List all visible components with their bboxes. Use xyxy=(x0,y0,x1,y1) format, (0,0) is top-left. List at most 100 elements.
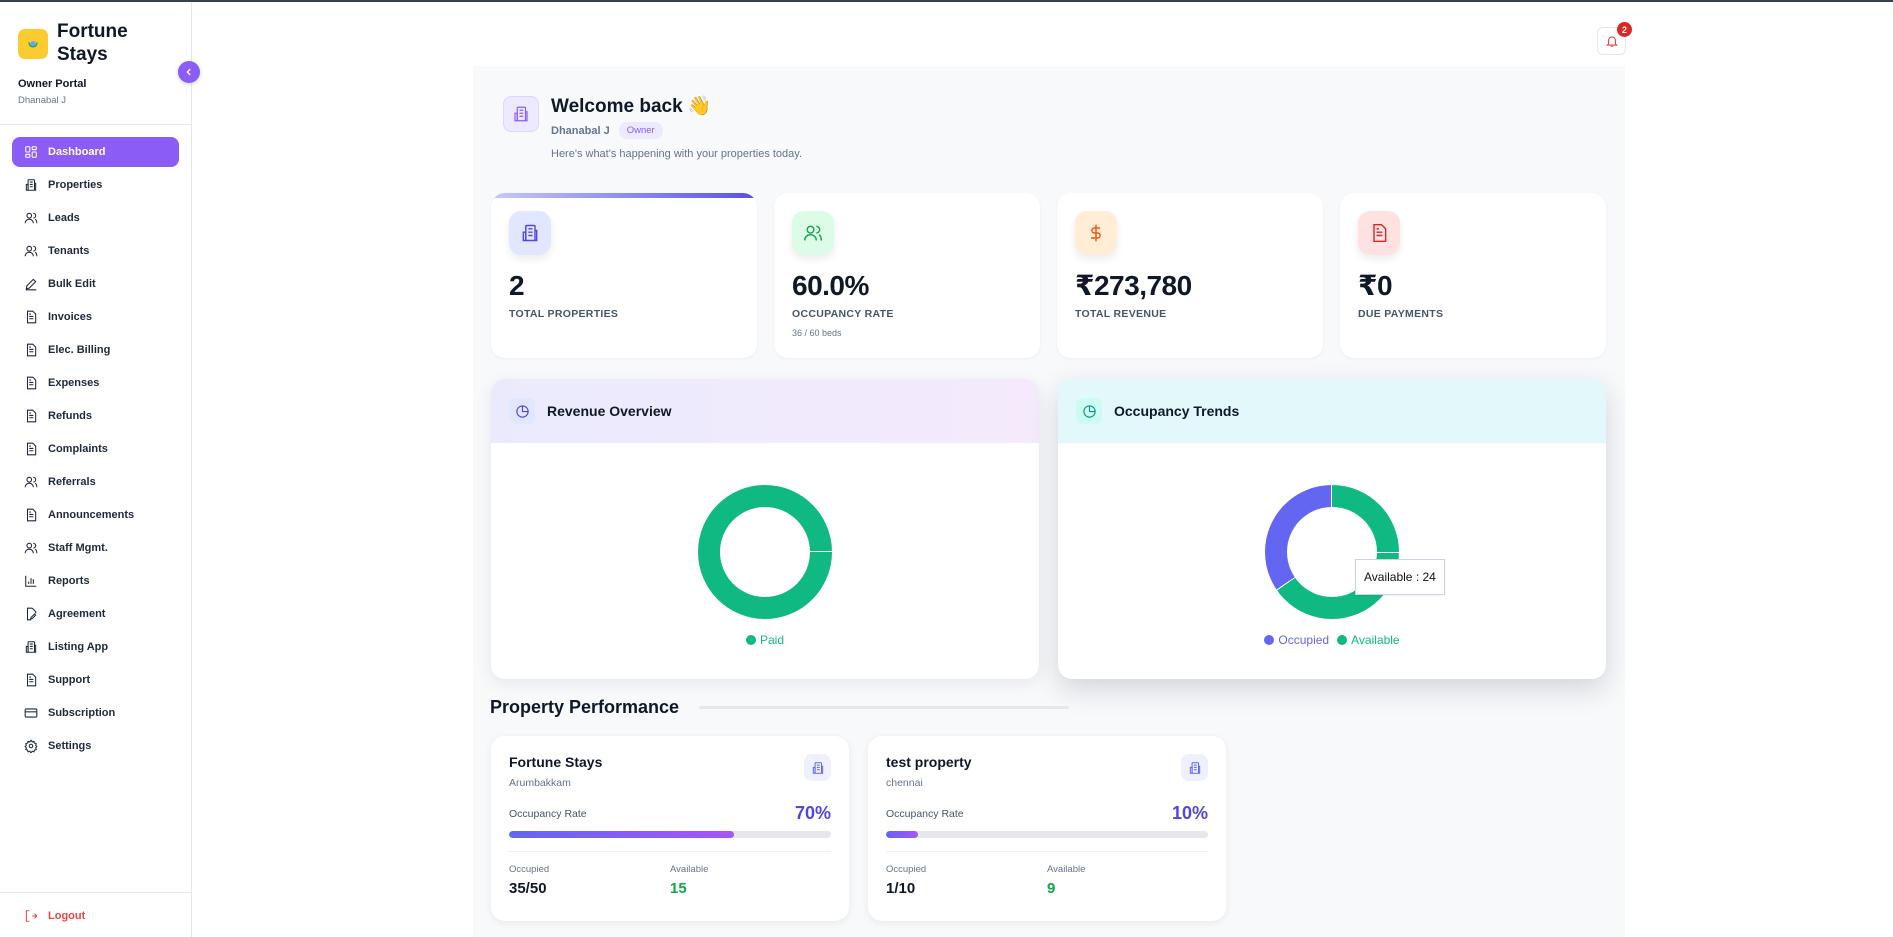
stat-card-occupancy-rate[interactable]: 60.0% OCCUPANCY RATE 36 / 60 beds xyxy=(774,193,1040,358)
progress-fill xyxy=(886,831,919,838)
chart-header: Occupancy Trends xyxy=(1058,379,1606,443)
building-icon xyxy=(24,178,38,192)
legend-item-occupied[interactable]: Occupied xyxy=(1264,633,1329,647)
stat-card-total-properties[interactable]: 2 TOTAL PROPERTIES xyxy=(491,193,757,358)
sidebar-item-label: Subscription xyxy=(48,707,116,719)
building-icon xyxy=(503,96,539,132)
available-label: Available xyxy=(1047,864,1086,875)
window-top-border xyxy=(0,0,1893,2)
occupancy-progress-bar xyxy=(886,831,1208,838)
sidebar-item-label: Listing App xyxy=(48,641,109,653)
stat-card-due-payments[interactable]: ₹0 DUE PAYMENTS xyxy=(1340,193,1606,358)
legend-dot xyxy=(745,635,756,645)
collapse-sidebar-button[interactable] xyxy=(178,61,200,83)
sidebar-item-listing-app[interactable]: Listing App xyxy=(12,632,179,662)
notification-count-badge: 2 xyxy=(1617,22,1632,37)
sidebar-item-tenants[interactable]: Tenants xyxy=(12,236,179,266)
occupancy-progress-bar xyxy=(509,831,831,838)
available-value: 15 xyxy=(670,880,687,897)
legend-dot xyxy=(1337,635,1348,645)
property-card[interactable]: test property chennai Occupancy Rate 10%… xyxy=(868,736,1226,921)
property-card[interactable]: Fortune Stays Arumbakkam Occupancy Rate … xyxy=(491,736,849,921)
stat-subtext: 36 / 60 beds xyxy=(792,328,842,338)
sidebar-item-reports[interactable]: Reports xyxy=(12,566,179,596)
users-icon xyxy=(24,244,38,258)
sidebar-item-label: Announcements xyxy=(48,509,135,521)
revenue-donut-chart[interactable] xyxy=(698,485,832,619)
legend-item-paid[interactable]: Paid xyxy=(745,633,785,647)
stat-value: ₹273,780 xyxy=(1075,270,1192,301)
dashboard-icon xyxy=(24,145,38,159)
sidebar-item-subscription[interactable]: Subscription xyxy=(12,698,179,728)
legend-item-available[interactable]: Available xyxy=(1337,633,1400,647)
stat-label: DUE PAYMENTS xyxy=(1358,308,1444,320)
sidebar-nav: Dashboard Properties Leads Tenants Bulk … xyxy=(0,125,191,761)
stat-card-total-revenue[interactable]: ₹273,780 TOTAL REVENUE xyxy=(1057,193,1323,358)
welcome-section: Welcome back 👋 Dhanabal J Owner Here's w… xyxy=(503,96,802,160)
revenue-overview-card: Revenue Overview Paid xyxy=(491,379,1039,679)
sidebar-item-agreement[interactable]: Agreement xyxy=(12,599,179,629)
building-icon xyxy=(509,211,551,255)
chart-legend: Occupied Available xyxy=(1058,633,1606,647)
occupancy-percent: 70% xyxy=(794,803,831,823)
property-location: chennai xyxy=(886,777,923,789)
main-content: Welcome back 👋 Dhanabal J Owner Here's w… xyxy=(473,66,1625,937)
property-performance-header: Property Performance xyxy=(490,697,1070,718)
file-icon xyxy=(24,673,38,687)
available-label: Available xyxy=(670,864,709,875)
pie-chart-icon xyxy=(509,398,535,424)
notifications-button[interactable]: 2 xyxy=(1597,22,1632,55)
sidebar-item-label: Dashboard xyxy=(48,146,106,158)
sidebar-item-elec-billing[interactable]: Elec. Billing xyxy=(12,335,179,365)
sidebar-item-properties[interactable]: Properties xyxy=(12,170,179,200)
sidebar-item-label: Elec. Billing xyxy=(48,344,111,356)
sidebar-item-leads[interactable]: Leads xyxy=(12,203,179,233)
logout-label: Logout xyxy=(48,910,86,922)
sidebar-item-announcements[interactable]: Announcements xyxy=(12,500,179,530)
property-location: Arumbakkam xyxy=(509,777,571,789)
users-icon xyxy=(24,211,38,225)
legend-label: Occupied xyxy=(1278,633,1330,647)
sidebar-item-label: Invoices xyxy=(48,311,93,323)
sidebar-item-label: Tenants xyxy=(48,245,90,257)
sidebar-item-label: Staff Mgmt. xyxy=(48,542,108,554)
legend-label: Paid xyxy=(759,633,785,647)
portal-label: Owner Portal xyxy=(18,78,87,90)
sidebar-item-refunds[interactable]: Refunds xyxy=(12,401,179,431)
file-icon xyxy=(1358,211,1400,255)
file-icon xyxy=(24,508,38,522)
sidebar-item-bulk-edit[interactable]: Bulk Edit xyxy=(12,269,179,299)
sidebar-item-staff-mgmt[interactable]: Staff Mgmt. xyxy=(12,533,179,563)
logout-area: Logout xyxy=(0,892,191,937)
card-accent-bar xyxy=(491,193,757,198)
sidebar-item-complaints[interactable]: Complaints xyxy=(12,434,179,464)
chevron-left-icon xyxy=(186,68,191,76)
logo-icon xyxy=(18,29,48,59)
sidebar-item-expenses[interactable]: Expenses xyxy=(12,368,179,398)
users-icon xyxy=(24,541,38,555)
property-cards: Fortune Stays Arumbakkam Occupancy Rate … xyxy=(491,736,1226,921)
available-value: 9 xyxy=(1047,880,1056,897)
brand-name: Fortune Stays xyxy=(57,21,128,65)
sidebar-item-label: Agreement xyxy=(48,608,106,620)
sidebar: Fortune Stays Owner Portal Dhanabal J Da… xyxy=(0,2,192,937)
file-pen-icon xyxy=(24,607,38,621)
building-icon xyxy=(804,754,831,781)
file-icon xyxy=(24,376,38,390)
sidebar-item-settings[interactable]: Settings xyxy=(12,731,179,761)
sidebar-item-invoices[interactable]: Invoices xyxy=(12,302,179,332)
occupied-value: 35/50 xyxy=(509,880,547,897)
property-name: test property xyxy=(886,754,972,770)
sidebar-item-support[interactable]: Support xyxy=(12,665,179,695)
sidebar-item-referrals[interactable]: Referrals xyxy=(12,467,179,497)
occupancy-donut-chart[interactable] xyxy=(1265,485,1399,619)
file-icon xyxy=(24,343,38,357)
sidebar-item-dashboard[interactable]: Dashboard xyxy=(12,137,179,167)
occupied-label: Occupied xyxy=(886,864,927,875)
logout-button[interactable]: Logout xyxy=(0,893,191,923)
sidebar-item-label: Support xyxy=(48,674,91,686)
sidebar-item-label: Expenses xyxy=(48,377,100,389)
occupancy-trends-card: Occupancy Trends Available : 24 Occupied… xyxy=(1058,379,1606,679)
stat-label: TOTAL PROPERTIES xyxy=(509,308,619,320)
credit-card-icon xyxy=(24,706,38,720)
